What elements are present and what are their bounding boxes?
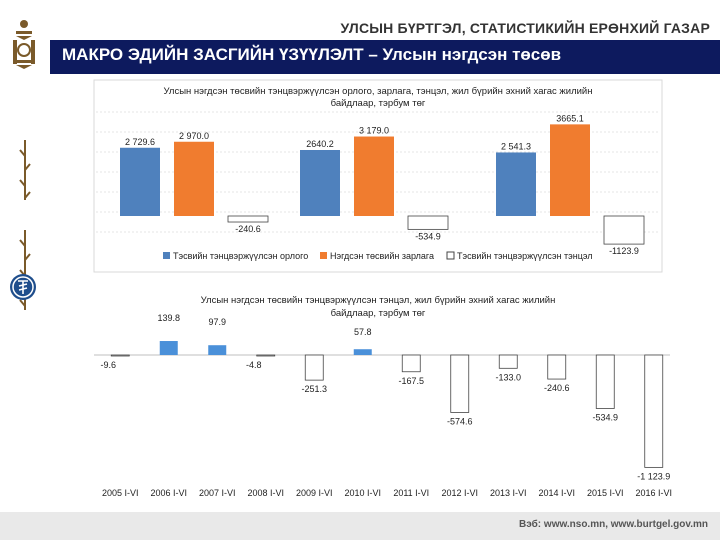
chart2-bar [498, 354, 518, 369]
chart2-tick-label: 2011 I-VI [393, 488, 429, 498]
chart2-data-label: -534.9 [592, 412, 618, 422]
chart2-data-label: -9.6 [100, 360, 116, 370]
chart2-tick-label: 2016 I-VI [635, 488, 672, 498]
chart2-bar [353, 349, 372, 355]
charts-canvas: Улсын нэгдсэн төсвийн тэнцвэржүүлсэн орл… [93, 79, 672, 498]
page-title: МАКРО ЭДИЙН ЗАСГИЙН ҮЗҮҮЛЭЛТ – Улсын нэг… [62, 45, 562, 64]
chart1-bar-balance [227, 215, 269, 223]
chart2-tick-label: 2015 I-VI [587, 488, 624, 498]
chart2-data-label: 139.8 [157, 313, 180, 323]
chart2-data-label: -574.6 [447, 416, 473, 426]
footer-website: Вэб: www.nso.mn, www.burtgel.gov.mn [519, 519, 708, 530]
chart1-data-label: -534.9 [415, 231, 441, 241]
chart2-bar [450, 354, 470, 413]
chart2-tick-label: 2009 I-VI [296, 488, 333, 498]
legend-swatch-expense [320, 252, 327, 259]
chart2-tick-label: 2013 I-VI [490, 488, 527, 498]
chart2-data-label: 57.8 [354, 327, 372, 337]
chart1-bar-expense [354, 136, 394, 216]
chart1-data-label: 3665.1 [556, 113, 584, 123]
chart2-tick-label: 2010 I-VI [344, 488, 381, 498]
chart1-bar-expense [550, 124, 590, 216]
chart1-bar-revenue [120, 147, 160, 216]
chart2-tick-label: 2012 I-VI [441, 488, 478, 498]
chart2-bar [547, 354, 567, 380]
tugrik-sign-icon [10, 274, 36, 300]
chart1-bar-balance [603, 215, 645, 245]
chart2-bar [644, 354, 664, 468]
sidebar [0, 0, 50, 540]
chart2-title-line2: байдлаар, тэрбум төг [331, 308, 426, 319]
chart2-bar [304, 354, 324, 381]
chart1-title-line2: байдлаар, тэрбум төг [331, 98, 426, 109]
chart2-data-label: -133.0 [495, 372, 521, 382]
title-bar [50, 40, 720, 74]
chart2-bar [110, 354, 130, 357]
legend-label-expense: Нэгдсэн төсвийн зарлага [330, 251, 434, 261]
footer-bar [0, 512, 720, 540]
chart1-bar-revenue [300, 149, 340, 216]
chart2-bar [401, 354, 421, 373]
chart2-tick-label: 2014 I-VI [538, 488, 575, 498]
mongolian-script-decoration [19, 140, 31, 310]
chart2-tick-label: 2006 I-VI [150, 488, 187, 498]
chart1-bar-balance [407, 215, 449, 230]
legend-swatch-balance [446, 251, 455, 260]
org-title: УЛСЫН БҮРТГЭЛ, СТАТИСТИКИЙН ЕРӨНХИЙ ГАЗА… [340, 20, 710, 36]
soyombo-emblem-icon [13, 20, 35, 69]
chart2-bar [595, 354, 615, 409]
chart1-data-label: 2 729.6 [125, 137, 155, 147]
chart2-bar [256, 354, 276, 357]
chart2-data-label: -4.8 [246, 360, 262, 370]
chart2-data-label: -1 123.9 [637, 471, 670, 481]
chart1-title-line1: Улсын нэгдсэн төсвийн тэнцвэржүүлсэн орл… [164, 86, 593, 97]
chart2-bar [159, 341, 178, 355]
legend-swatch-revenue [163, 252, 170, 259]
chart1-data-label: -1123.9 [609, 246, 639, 256]
chart2-tick-label: 2008 I-VI [247, 488, 284, 498]
legend-label-balance: Тэсвийн тэнцвэржүүлсэн тэнцэл [457, 251, 593, 261]
chart1-data-label: -240.6 [235, 224, 261, 234]
chart2-data-label: 97.9 [208, 317, 226, 327]
chart2-data-label: -240.6 [544, 383, 570, 393]
chart2-title-line1: Улсын нэгдсэн төсвийн тэнцвэржүүлсэн тэн… [201, 295, 556, 306]
chart2-data-label: -167.5 [398, 376, 424, 386]
legend-label-revenue: Тэсвийн тэнцвэржүүлсэн орлого [173, 251, 308, 261]
chart2-bar [208, 345, 227, 355]
chart1-data-label: 2 541.3 [501, 141, 531, 151]
chart1-data-label: 3 179.0 [359, 126, 389, 136]
chart1-data-label: 2640.2 [306, 139, 334, 149]
chart2-data-label: -251.3 [301, 384, 327, 394]
chart2-tick-label: 2007 I-VI [199, 488, 236, 498]
chart1-bar-revenue [496, 152, 536, 216]
chart1-data-label: 2 970.0 [179, 131, 209, 141]
chart2-tick-label: 2005 I-VI [102, 488, 139, 498]
chart1-bar-expense [174, 141, 214, 216]
